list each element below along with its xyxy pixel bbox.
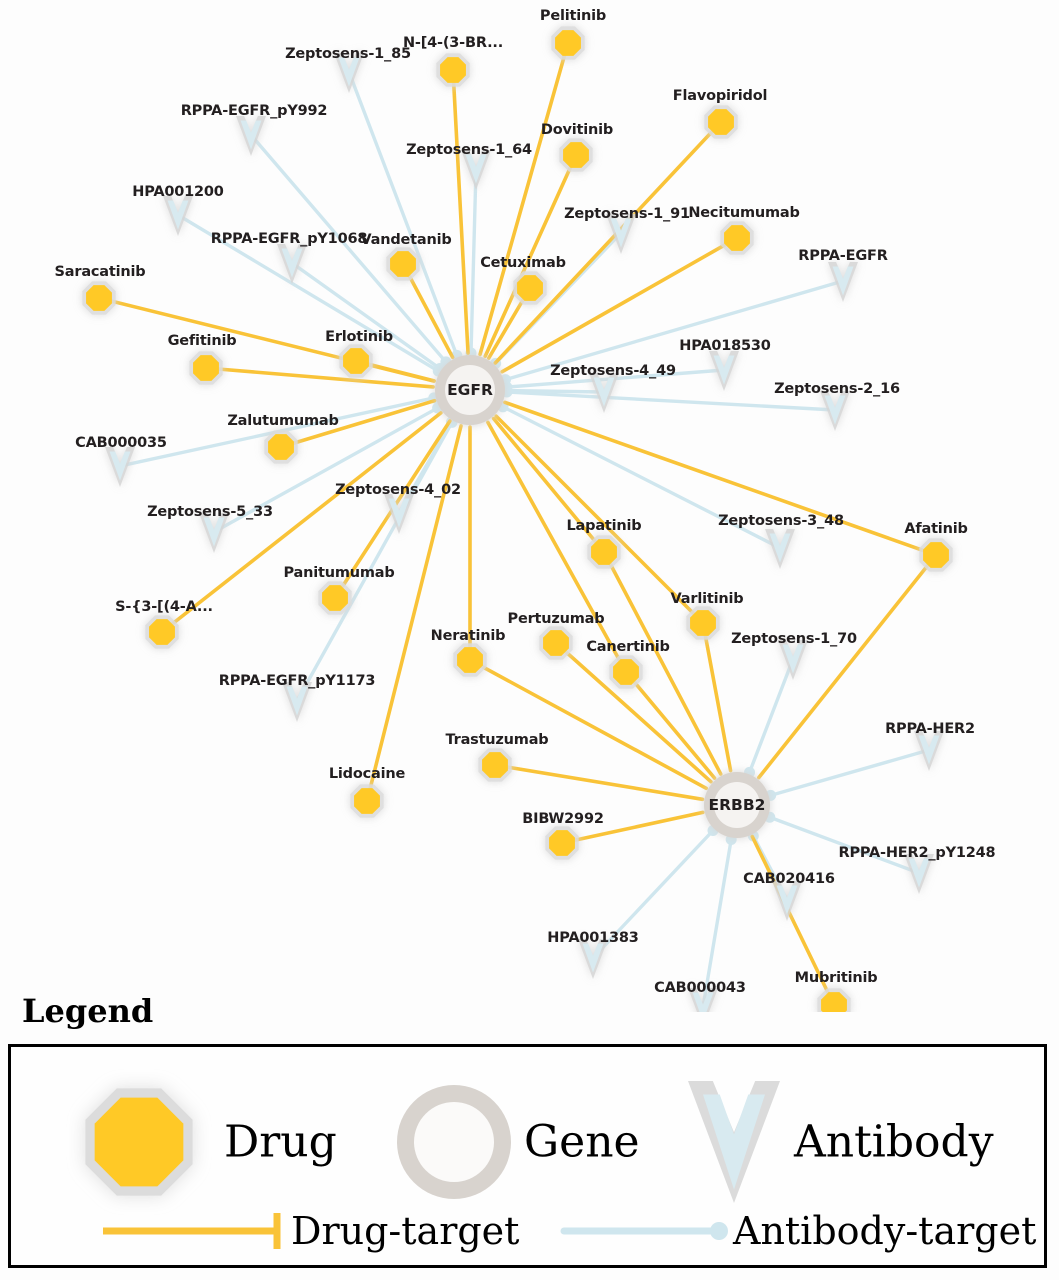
drug-node[interactable] [318,581,352,615]
drug-node[interactable] [559,138,593,172]
legend-antibody-target-dot [710,1222,728,1240]
drug-node[interactable] [350,784,384,818]
antibody-node[interactable] [105,447,135,487]
antibody-node[interactable] [384,494,414,534]
legend-title: Legend [22,992,154,1030]
drug-node[interactable] [478,748,512,782]
antibody-node[interactable] [778,640,808,680]
drug-node[interactable] [82,281,116,315]
antibody-node[interactable] [765,529,795,569]
network-canvas [82,26,953,1012]
antibody-node[interactable] [163,196,193,236]
drug-node[interactable] [264,430,298,464]
antibody-node[interactable] [461,150,491,190]
legend-label-gene: Gene [524,1116,640,1168]
legend-ring-icon [414,1102,494,1182]
drug-node[interactable] [545,826,579,860]
legend-chevron-icon [703,1094,765,1190]
antibody-node[interactable] [199,513,229,553]
legend-box: Drug Gene Antibody Drug-target Antibody-… [8,1044,1047,1268]
drug-node[interactable] [587,535,621,569]
drug-node[interactable] [609,655,643,689]
antibody-node[interactable] [236,116,266,156]
drug-nodes-layer [82,26,953,1012]
drug-node[interactable] [145,615,179,649]
antibody-node[interactable] [688,988,718,1012]
drug-node[interactable] [436,53,470,87]
drug-node[interactable] [704,105,738,139]
antibody-node[interactable] [606,214,636,254]
antibody-node[interactable] [589,373,619,413]
legend-octagon-icon [94,1097,184,1187]
antibody-node[interactable] [277,244,307,284]
drug-node[interactable] [720,221,754,255]
antibody-node[interactable] [820,391,850,431]
antibody-nodes-layer [105,53,944,1012]
drug-node[interactable] [386,247,420,281]
gene-node[interactable] [435,355,505,425]
edges-layer [97,41,938,1009]
drug-node[interactable] [817,988,851,1012]
gene-nodes-layer [435,355,770,838]
drug-node[interactable] [189,351,223,385]
drug-node[interactable] [339,344,373,378]
drug-node[interactable] [453,643,487,677]
drug-node[interactable] [919,538,953,572]
legend-label-antibody: Antibody [794,1116,994,1168]
gene-label: EGFR [447,381,493,399]
antibody-node[interactable] [828,262,858,302]
legend-graphics [85,1081,780,1249]
gene-node[interactable] [704,772,770,838]
legend-label-drug-target: Drug-target [291,1209,520,1253]
antibody-node[interactable] [578,939,608,979]
legend-label-antibody-target: Antibody-target [733,1209,1037,1253]
drug-node[interactable] [551,26,585,60]
drug-node[interactable] [539,626,573,660]
drug-node[interactable] [686,606,720,640]
antibody-node[interactable] [334,53,364,93]
antibody-node[interactable] [904,854,934,894]
antibody-node[interactable] [282,682,312,722]
antibody-node[interactable] [772,881,802,921]
gene-label: ERBB2 [708,796,766,814]
antibody-node[interactable] [709,351,739,391]
antibody-node[interactable] [914,731,944,771]
drug-node[interactable] [513,271,547,305]
legend-label-drug: Drug [224,1116,337,1168]
